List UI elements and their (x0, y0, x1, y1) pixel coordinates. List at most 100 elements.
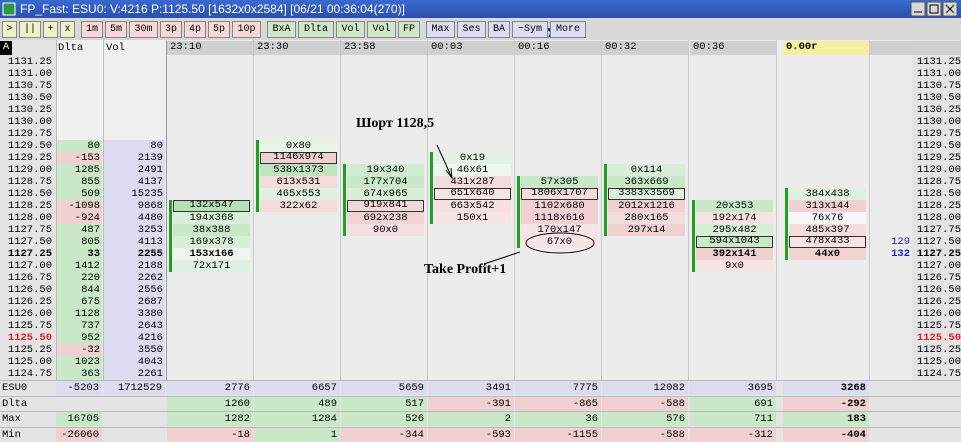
toolbar-button[interactable]: 1m (81, 21, 103, 38)
toolbar-button[interactable]: FP (398, 21, 420, 38)
volume-value: 2188 (104, 260, 165, 272)
toolbar-button[interactable]: 4p (184, 21, 206, 38)
volume-value: 2556 (104, 284, 165, 296)
cell-indicator (256, 188, 259, 200)
footer-value: -588 (602, 427, 688, 442)
price-label: 1131.00 (916, 68, 961, 80)
price-label: 1125.25 (916, 344, 961, 356)
price-label: 1130.25 (7, 104, 52, 116)
toolbar-button[interactable]: BxA (267, 21, 296, 38)
toolbar-button[interactable]: 5p (208, 21, 230, 38)
footer-value: 3491 (428, 381, 514, 395)
cell-indicator (604, 188, 607, 200)
column-time: 00:36 (690, 41, 776, 55)
price-label: 1127.50 (7, 236, 52, 248)
footprint-cell: 478x433 (789, 236, 866, 248)
volume-value: 4137 (104, 176, 165, 188)
footprint-cell: 1146x974 (260, 152, 337, 164)
toolbar-button[interactable]: > (2, 21, 17, 38)
volume-value: 15235 (104, 188, 165, 200)
column-divider (601, 40, 602, 380)
footer-value: -312 (690, 427, 776, 442)
toolbar-button[interactable]: ~Sym (512, 21, 548, 38)
cell-indicator (692, 236, 695, 248)
cell-indicator (785, 248, 788, 260)
toolbar-button[interactable]: Vol (367, 21, 396, 38)
delta-value: -32 (57, 344, 102, 356)
footprint-cell: 280x165 (608, 212, 685, 224)
price-label: 1131.00 (7, 68, 52, 80)
toolbar-button[interactable]: BA (488, 21, 510, 38)
footer-label: ESU0 (2, 382, 28, 394)
cell-indicator (343, 212, 346, 224)
footprint-cell: 44x0 (789, 248, 866, 260)
price-label: 1130.50 (916, 92, 961, 104)
column-divider (340, 40, 341, 380)
toolbar-button[interactable]: 30m (129, 21, 158, 38)
column-divider (776, 40, 777, 380)
footprint-cell: 322x62 (260, 200, 337, 212)
toolbar-button[interactable]: + (43, 21, 58, 38)
cell-indicator (430, 152, 433, 164)
delta-value: -924 (57, 212, 102, 224)
price-label: 1128.75 (7, 176, 52, 188)
footprint-cell: 613x531 (260, 176, 337, 188)
toolbar-button[interactable]: Dlta (298, 21, 334, 38)
footer-value: -391 (428, 396, 514, 411)
footprint-cell: 72x171 (173, 260, 250, 272)
footprint-cell: 392x141 (696, 248, 773, 260)
volume-value: 4216 (104, 332, 165, 344)
toolbar-button[interactable]: 3p (160, 21, 182, 38)
toolbar-button[interactable]: Vol (336, 21, 365, 38)
footprint-cell: 313x144 (789, 200, 866, 212)
footprint-cell: 538x1373 (260, 164, 337, 176)
cell-indicator (604, 200, 607, 212)
toolbar-button[interactable]: || (19, 21, 41, 38)
toolbar-button[interactable]: More (550, 21, 586, 38)
footprint-cell: 363x669 (608, 176, 685, 188)
price-label: 1126.25 (916, 296, 961, 308)
window-controls[interactable] (910, 1, 960, 17)
toolbar-button[interactable]: x (60, 21, 75, 38)
price-label: 1129.00 (916, 164, 961, 176)
toolbar-button[interactable]: Ses (457, 21, 486, 38)
column-time: 00:32 (602, 41, 688, 55)
footprint-cell: 76x76 (789, 212, 866, 224)
cell-indicator (256, 140, 259, 152)
delta-value: 805 (57, 236, 102, 248)
cell-indicator (430, 176, 433, 188)
volume-value: 2687 (104, 296, 165, 308)
price-label: 1127.50 (916, 236, 961, 248)
price-label: 1127.25 (7, 248, 52, 260)
footer-value: 711 (690, 412, 776, 426)
price-label: 1126.75 (7, 272, 52, 284)
footprint-cell: 1118x616 (521, 212, 598, 224)
cell-indicator (785, 200, 788, 212)
footer-value: 6657 (254, 381, 340, 395)
volume-value: 9868 (104, 200, 165, 212)
footer-value: 12082 (602, 381, 688, 395)
footprint-cell: 192x174 (696, 212, 773, 224)
price-label: 1129.75 (916, 128, 961, 140)
cell-indicator (169, 212, 172, 224)
price-label: 1126.00 (7, 308, 52, 320)
cell-indicator (430, 188, 433, 200)
toolbar-button[interactable]: 5m (105, 21, 127, 38)
cell-indicator (256, 176, 259, 188)
price-label: 1128.25 (916, 200, 961, 212)
footprint-cell: 3383x3569 (608, 188, 685, 200)
toolbar-button[interactable]: Max (426, 21, 455, 38)
price-label: 1124.75 (916, 368, 961, 380)
footprint-cell: 20x353 (696, 200, 773, 212)
footer-value: 1284 (254, 412, 340, 426)
price-column (0, 40, 56, 380)
footer-value: 3695 (690, 381, 776, 395)
volume-value: 2261 (104, 368, 165, 380)
delta-value: 487 (57, 224, 102, 236)
toolbar-button[interactable]: 10p (232, 21, 261, 38)
price-label: 1125.00 (916, 356, 961, 368)
price-label: 1131.25 (916, 56, 961, 68)
delta-value: -153 (57, 152, 102, 164)
price-label: 1128.25 (7, 200, 52, 212)
price-label: 1129.25 (916, 152, 961, 164)
